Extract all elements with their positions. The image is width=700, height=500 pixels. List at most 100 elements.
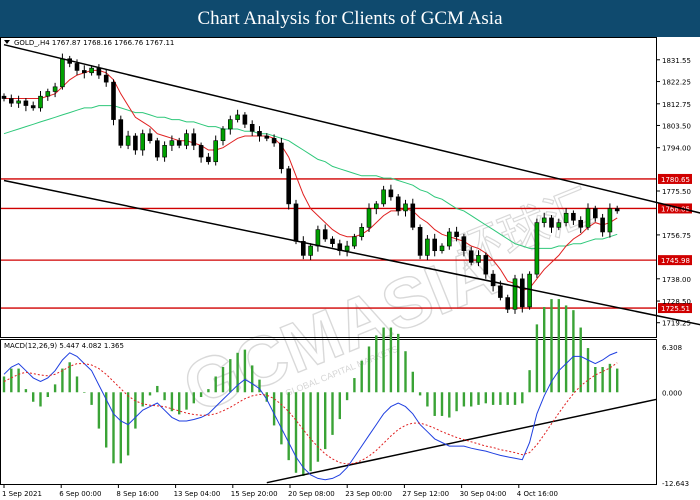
macd-histogram-bar bbox=[550, 299, 553, 393]
macd-histogram-bar bbox=[601, 367, 604, 393]
candle-body bbox=[271, 138, 277, 144]
macd-histogram-bar bbox=[338, 392, 341, 420]
candle-body bbox=[96, 67, 102, 76]
macd-histogram-bar bbox=[389, 327, 393, 393]
macd-histogram-bar bbox=[141, 392, 144, 407]
candle-body bbox=[257, 131, 262, 137]
time-tick-label: 13 Sep 04:00 bbox=[174, 490, 221, 498]
candle-body bbox=[600, 217, 605, 233]
macd-histogram-bar bbox=[375, 335, 378, 393]
level-label: 1725.51 bbox=[661, 305, 690, 313]
macd-histogram-bar bbox=[192, 392, 195, 404]
candle-body bbox=[125, 135, 131, 146]
macd-histogram-bar bbox=[207, 389, 210, 393]
macd-tick-label: 0.000 bbox=[662, 389, 682, 397]
macd-tick-label: -12.643 bbox=[662, 480, 689, 488]
candle-body bbox=[38, 95, 43, 109]
candle-body bbox=[89, 67, 94, 74]
macd-histogram-bar bbox=[397, 333, 400, 393]
candle-body bbox=[439, 245, 445, 252]
candle-body bbox=[220, 128, 226, 141]
price-tick-label: 1794.00 bbox=[662, 145, 691, 153]
candle-body bbox=[461, 236, 467, 252]
candle-body bbox=[359, 227, 365, 237]
candle-body bbox=[82, 70, 87, 74]
channel-trendline bbox=[3, 43, 700, 214]
price-tick-label: 1738.00 bbox=[662, 276, 691, 284]
price-tick-label: 1822.25 bbox=[662, 79, 691, 87]
macd-histogram-bar bbox=[302, 392, 305, 476]
macd-histogram-bar bbox=[280, 392, 283, 445]
macd-histogram-bar bbox=[148, 392, 152, 396]
macd-histogram-bar bbox=[345, 392, 349, 401]
candle-body bbox=[432, 238, 438, 252]
candle-body bbox=[519, 278, 525, 308]
candle-body bbox=[191, 133, 197, 146]
time-tick-label: 30 Sep 04:00 bbox=[460, 490, 507, 498]
candle-body bbox=[563, 212, 569, 223]
macd-histogram-bar bbox=[39, 392, 42, 407]
macd-histogram-bar bbox=[90, 392, 93, 405]
dropdown-arrow-icon bbox=[4, 40, 10, 44]
candle-body bbox=[184, 133, 189, 146]
candle-body bbox=[330, 238, 335, 244]
signal-line bbox=[3, 362, 618, 465]
macd-histogram-bar bbox=[24, 389, 28, 393]
macd-histogram-bar bbox=[470, 392, 473, 407]
watermark-cn: 环球汇 bbox=[447, 179, 602, 285]
time-tick-label: 27 Sep 12:00 bbox=[402, 490, 449, 498]
candle-body bbox=[527, 273, 532, 308]
candle-body bbox=[23, 100, 29, 106]
level-label: 1768.05 bbox=[661, 205, 690, 213]
macd-histogram-bar bbox=[243, 349, 247, 393]
macd-histogram-bar bbox=[214, 376, 217, 393]
candle-body bbox=[300, 241, 306, 256]
macd-histogram-bar bbox=[382, 327, 385, 393]
candle-body bbox=[308, 245, 313, 256]
candle-body bbox=[111, 81, 116, 120]
candle-body bbox=[373, 203, 379, 209]
watermark: GCMASIA 环球汇 GLOBAL CAPITAL MARKETS bbox=[172, 178, 602, 428]
macd-histogram-bar bbox=[564, 305, 568, 393]
macd-histogram-bar bbox=[462, 392, 466, 407]
macd-histogram-bar bbox=[294, 392, 298, 473]
candle-body bbox=[446, 231, 452, 247]
candle-body bbox=[417, 227, 423, 256]
macd-histogram-bar bbox=[46, 392, 49, 398]
macd-histogram-bar bbox=[53, 384, 57, 393]
candle-body bbox=[315, 229, 321, 247]
level-badge bbox=[658, 303, 692, 314]
macd-histogram-bar bbox=[236, 352, 239, 393]
macd-histogram-bar bbox=[163, 392, 166, 401]
candle-body bbox=[366, 208, 372, 228]
candle-body bbox=[30, 105, 36, 109]
macd-histogram-bar bbox=[594, 367, 597, 393]
candle-body bbox=[74, 63, 80, 71]
candle-body bbox=[571, 212, 576, 221]
candle-body bbox=[228, 119, 233, 130]
gold-h4-chart: GCMASIA 环球汇 GLOBAL CAPITAL MARKETS 1780.… bbox=[0, 37, 700, 498]
macd-histogram-bar bbox=[440, 392, 444, 416]
time-tick-label: 20 Sep 08:00 bbox=[288, 490, 335, 498]
candle-body bbox=[279, 142, 284, 170]
candle-body bbox=[162, 145, 167, 158]
macd-histogram-bar bbox=[543, 307, 546, 393]
price-tick-label: 1812.75 bbox=[662, 101, 691, 109]
macd-line bbox=[3, 351, 618, 481]
macd-histogram-bar bbox=[83, 392, 86, 393]
macd-histogram-bar bbox=[521, 392, 524, 404]
candle-body bbox=[352, 236, 357, 247]
macd-histogram-bar bbox=[134, 392, 137, 429]
candle-body bbox=[147, 133, 153, 141]
macd-histogram-bar bbox=[97, 392, 101, 429]
macd-histogram-bar bbox=[105, 392, 108, 448]
macd-panel bbox=[0, 339, 657, 485]
macd-support-trendline bbox=[266, 398, 657, 484]
candle-body bbox=[213, 140, 218, 163]
macd-histogram-bar bbox=[331, 392, 334, 435]
macd-label: MACD(12,26,9) 5.447 4.082 1.365 bbox=[4, 342, 124, 350]
macd-histogram-bar bbox=[484, 392, 487, 404]
candle-body bbox=[498, 285, 503, 298]
macd-histogram-bar bbox=[491, 392, 495, 405]
level-badge bbox=[658, 255, 692, 266]
